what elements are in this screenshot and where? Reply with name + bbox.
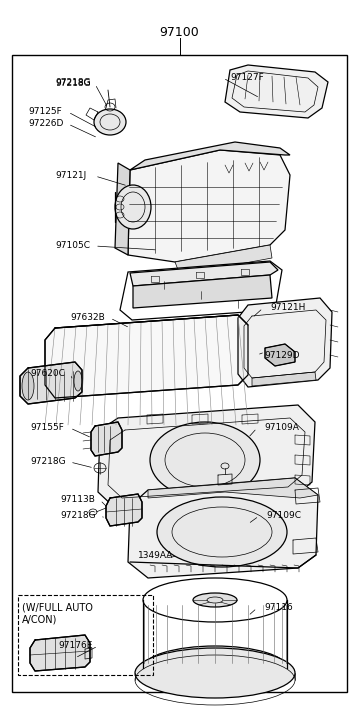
Polygon shape [91, 422, 122, 456]
Text: 97218G: 97218G [30, 457, 66, 467]
Text: 97121H: 97121H [270, 303, 306, 313]
Text: 97100: 97100 [160, 25, 199, 39]
Ellipse shape [150, 422, 260, 498]
Ellipse shape [115, 185, 151, 229]
Text: 97125F: 97125F [28, 108, 62, 116]
Text: 1349AA: 1349AA [138, 552, 173, 561]
Text: 97129D: 97129D [264, 350, 299, 359]
Ellipse shape [193, 593, 237, 607]
Text: 97127F: 97127F [230, 73, 264, 82]
Bar [12, 55, 347, 692]
Text: 97109A: 97109A [264, 424, 299, 433]
Text: 97105C: 97105C [55, 241, 90, 251]
Polygon shape [148, 478, 318, 498]
Text: 97116: 97116 [264, 603, 293, 613]
Text: 97113B: 97113B [60, 496, 95, 505]
Polygon shape [115, 163, 130, 255]
Polygon shape [238, 298, 332, 387]
Ellipse shape [143, 646, 287, 690]
Text: (W/FULL AUTO
A/CON): (W/FULL AUTO A/CON) [22, 603, 93, 624]
Polygon shape [133, 275, 272, 308]
Text: 97155F: 97155F [30, 424, 64, 433]
Text: 97121J: 97121J [55, 172, 86, 180]
Text: 97226D: 97226D [28, 119, 64, 129]
Ellipse shape [157, 497, 287, 567]
Ellipse shape [135, 648, 295, 698]
Polygon shape [130, 262, 278, 286]
Text: 97218G: 97218G [55, 79, 90, 89]
Bar [18, 595, 153, 675]
Polygon shape [225, 65, 328, 118]
Polygon shape [130, 142, 290, 170]
Polygon shape [45, 315, 248, 398]
Polygon shape [128, 478, 318, 578]
Polygon shape [106, 494, 142, 526]
Polygon shape [128, 150, 290, 262]
Text: 97176E: 97176E [58, 641, 92, 651]
Text: 97109C: 97109C [266, 512, 301, 521]
Polygon shape [20, 362, 82, 404]
Polygon shape [98, 405, 315, 508]
Ellipse shape [22, 372, 34, 400]
Polygon shape [175, 245, 272, 275]
Ellipse shape [94, 109, 126, 135]
Text: 97620C: 97620C [30, 369, 65, 379]
Ellipse shape [74, 371, 82, 391]
Polygon shape [252, 372, 316, 386]
Text: 97218G: 97218G [60, 512, 95, 521]
Polygon shape [30, 635, 90, 671]
Polygon shape [265, 344, 295, 366]
Text: 97632B: 97632B [70, 313, 105, 323]
Text: 97218G: 97218G [55, 78, 90, 87]
